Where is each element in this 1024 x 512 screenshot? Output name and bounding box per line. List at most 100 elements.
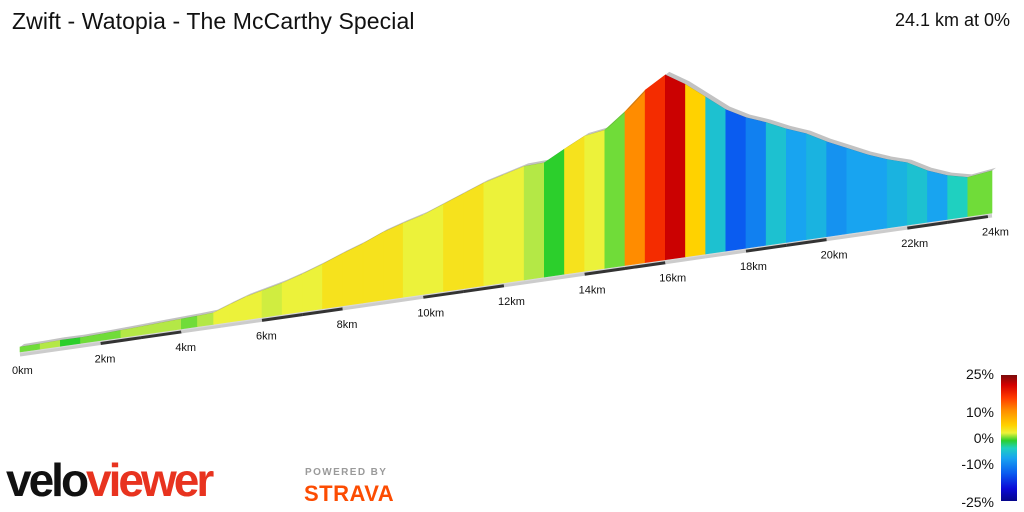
gradient-segment — [302, 263, 323, 312]
gradient-segment — [544, 148, 565, 278]
road-km-segment — [624, 261, 666, 270]
segment-top-surface — [245, 287, 266, 297]
segment-top-surface — [826, 138, 851, 149]
segment-top-surface — [967, 167, 996, 178]
segment-top-surface — [282, 271, 307, 284]
road-km-segment — [987, 214, 993, 219]
segment-top-surface — [140, 319, 166, 327]
gradient-segment — [705, 96, 727, 255]
distance-tick-label: 20km — [821, 250, 848, 262]
segment-top-surface — [443, 190, 468, 205]
segment-top-surface — [80, 331, 105, 338]
segment-top-surface — [342, 240, 367, 254]
gradient-segment — [402, 214, 424, 298]
gradient-segment — [443, 193, 464, 292]
segment-top-surface — [463, 180, 488, 194]
segment-top-surface — [120, 323, 145, 331]
gradient-segment — [604, 111, 626, 269]
gradient-segment — [423, 203, 444, 295]
gradient-segment — [523, 162, 545, 281]
distance-tick-label: 0km — [12, 365, 33, 377]
segment-top-surface — [197, 309, 218, 317]
segment-top-surface — [887, 156, 912, 163]
segment-top-surface — [564, 133, 589, 150]
segment-top-surface — [161, 315, 186, 323]
gradient-segment — [685, 83, 706, 258]
distance-tick-label: 16km — [659, 273, 686, 285]
gradient-segment — [624, 89, 646, 266]
segment-top-surface — [40, 337, 65, 344]
gradient-segment — [342, 243, 364, 307]
road-km-segment — [100, 336, 142, 345]
distance-tick-label: 18km — [740, 261, 767, 273]
distance-tick-label: 6km — [256, 330, 277, 342]
road-km-segment — [382, 295, 424, 305]
veloviewer-logo: veloviewer — [6, 450, 214, 510]
road-km-segment — [826, 232, 868, 242]
segment-top-surface — [866, 151, 892, 160]
gradient-segment — [503, 165, 525, 284]
road-km-segment — [947, 215, 989, 224]
distance-tick-label: 24km — [982, 227, 1009, 239]
gradient-segment — [745, 117, 767, 249]
veloviewer-logo-viewer: viewer — [86, 454, 214, 506]
gradient-segment — [967, 170, 993, 217]
gradient-segment — [907, 162, 928, 226]
veloviewer-logo-velo: velo — [6, 454, 89, 506]
gradient-segment — [786, 128, 807, 243]
segment-top-surface — [544, 146, 569, 163]
road-km-segment — [463, 284, 505, 294]
distance-tick-label: 12km — [498, 296, 525, 308]
gradient-segment — [765, 122, 787, 246]
gradient-segment — [725, 109, 747, 252]
gradient-segment — [213, 304, 231, 325]
road-km-segment — [503, 278, 545, 288]
road-km-segment — [786, 238, 827, 247]
segment-top-surface — [947, 172, 972, 178]
gradient-segment — [927, 170, 948, 223]
gradient-segment — [846, 147, 868, 235]
road-km-segment — [302, 307, 343, 317]
road-km-segment — [261, 313, 303, 322]
distance-tick-label: 8km — [337, 319, 358, 331]
road-km-segment — [221, 318, 263, 328]
road-km-segment — [423, 290, 464, 299]
segment-top-surface — [645, 71, 670, 91]
distance-tick-label: 2km — [95, 353, 116, 365]
segment-top-surface — [261, 280, 287, 291]
distance-tick-label: 4km — [175, 342, 196, 354]
gradient-segment — [644, 74, 666, 263]
gradient-segment — [362, 231, 384, 304]
route-summary: 24.1 km at 0% — [894, 10, 1010, 30]
distance-ticks: 0km 2km 4km 6km 8km 10km 12km 14km 16km 18km 20km 2… — [12, 227, 1009, 377]
distance-tick-label: 14km — [579, 284, 606, 296]
road-km-segment — [584, 267, 626, 276]
segment-top-surface — [483, 171, 508, 184]
road-km-segment — [19, 347, 61, 357]
segment-top-surface — [624, 87, 650, 112]
gradient-segment — [483, 174, 505, 287]
segment-top-surface — [604, 108, 629, 131]
segment-top-surface — [60, 334, 85, 341]
distance-tick-label: 22km — [901, 238, 928, 250]
segment-top-surface — [725, 106, 750, 118]
segment-top-surface — [745, 114, 771, 123]
gradient-segment — [826, 141, 848, 237]
gradient-segment — [584, 129, 606, 272]
segment-top-surface — [806, 130, 831, 142]
strava-logo: STRAVA — [304, 481, 395, 506]
road-km-segment — [705, 249, 747, 259]
road-km-segment — [665, 255, 706, 265]
gradient-segment — [886, 159, 908, 229]
segment-top-surface — [584, 127, 609, 137]
segment-top-surface — [229, 293, 250, 305]
gradient-segment — [564, 135, 585, 275]
segment-top-surface — [362, 229, 387, 244]
segment-top-surface — [181, 313, 202, 319]
gradient-segment — [463, 182, 485, 289]
gradient-segment — [665, 74, 686, 261]
road-km-segment — [866, 226, 908, 236]
segment-top-surface — [766, 119, 791, 129]
road-km-segment — [544, 272, 585, 282]
